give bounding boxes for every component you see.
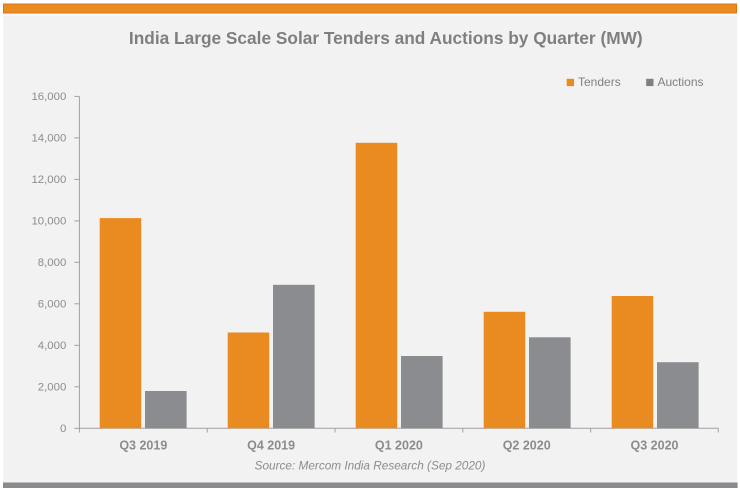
svg-text:6,000: 6,000 <box>38 299 67 311</box>
svg-text:Q3 2019: Q3 2019 <box>119 439 167 453</box>
svg-text:Tenders: Tenders <box>578 75 621 89</box>
svg-text:Source: Mercom India Research: Source: Mercom India Research (Sep 2020) <box>255 458 486 472</box>
svg-text:14,000: 14,000 <box>31 133 66 145</box>
svg-text:Q2 2020: Q2 2020 <box>503 439 551 453</box>
svg-text:Q4 2019: Q4 2019 <box>247 439 295 453</box>
svg-text:Auctions: Auctions <box>658 75 704 89</box>
svg-text:Q3 2020: Q3 2020 <box>631 439 679 453</box>
svg-text:India Large Scale Solar Tender: India Large Scale Solar Tenders and Auct… <box>129 28 643 48</box>
svg-text:10,000: 10,000 <box>31 216 66 228</box>
svg-text:4,000: 4,000 <box>38 340 67 352</box>
svg-text:8,000: 8,000 <box>38 257 67 269</box>
svg-text:16,000: 16,000 <box>31 91 66 103</box>
svg-text:12,000: 12,000 <box>31 174 66 186</box>
svg-text:2,000: 2,000 <box>38 382 67 394</box>
svg-text:Q1 2020: Q1 2020 <box>375 439 423 453</box>
svg-text:0: 0 <box>60 423 66 435</box>
